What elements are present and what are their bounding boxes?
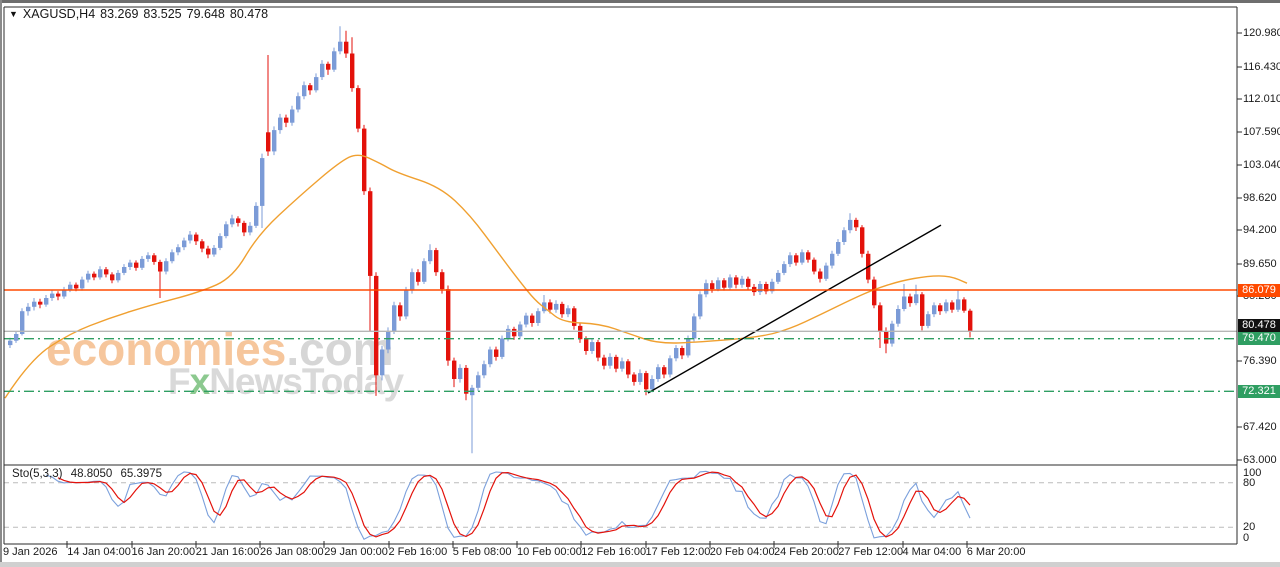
watermark-subbrand: FxNewsToday	[168, 361, 404, 402]
stochastic-k-line	[45, 470, 971, 540]
stochastic-d-line	[57, 471, 971, 538]
candlestick-series	[8, 26, 973, 454]
window-bottom-border	[0, 562, 1280, 567]
chart-frame	[3, 6, 1242, 548]
moving-average-line	[4, 154, 968, 399]
trendline[interactable]	[647, 224, 942, 394]
window-top-border	[0, 0, 1280, 3]
window-left-border	[0, 0, 2, 567]
